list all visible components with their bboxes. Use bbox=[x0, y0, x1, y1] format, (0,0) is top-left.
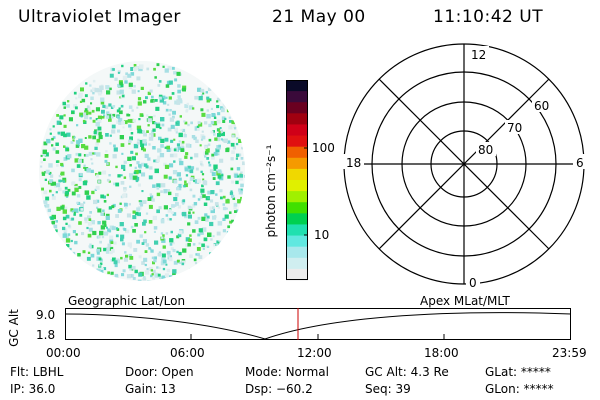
timeline-xtick-2359: 23:59 bbox=[552, 346, 587, 360]
colorbar-unit-label: photon cm⁻²s⁻¹ bbox=[264, 144, 278, 238]
lat-label-60: 60 bbox=[534, 99, 549, 113]
status-seq: Seq: 39 bbox=[365, 382, 411, 396]
time-label: 11:10:42 UT bbox=[433, 7, 544, 27]
status-dsp: Dsp: −60.2 bbox=[245, 382, 313, 396]
status-gain: Gain: 13 bbox=[125, 382, 176, 396]
timeline-right-label: Apex MLat/MLT bbox=[420, 294, 510, 308]
altitude-timeline-plot bbox=[64, 308, 572, 340]
timeline-xtick-0600: 06:00 bbox=[170, 346, 205, 360]
colorbar-tick-10: 10 bbox=[314, 228, 330, 242]
date-label: 21 May 00 bbox=[272, 7, 366, 27]
timeline-ytick-low: 1.8 bbox=[36, 328, 56, 342]
status-filter: Flt: LBHL bbox=[10, 365, 64, 379]
mlt-label-12: 12 bbox=[471, 48, 486, 62]
status-gc-alt: GC Alt: 4.3 Re bbox=[365, 365, 449, 379]
status-glat: GLat: ***** bbox=[485, 365, 551, 379]
timeline-xtick-1200: 12:00 bbox=[297, 346, 332, 360]
lat-label-70: 70 bbox=[507, 121, 522, 135]
status-door: Door: Open bbox=[125, 365, 194, 379]
status-glon: GLon: ***** bbox=[485, 382, 554, 396]
timeline-left-label: Geographic Lat/Lon bbox=[68, 294, 186, 308]
timeline-ytick-high: 9.0 bbox=[36, 308, 56, 322]
lat-label-80: 80 bbox=[478, 143, 493, 157]
polar-grid: 12 18 6 0 60 70 80 bbox=[342, 43, 587, 290]
status-mode: Mode: Normal bbox=[245, 365, 329, 379]
timeline-axis-title: GC Alt bbox=[7, 309, 21, 347]
colorbar bbox=[286, 80, 308, 281]
mlt-label-0: 0 bbox=[469, 276, 477, 290]
timeline-xtick-0000: 00:00 bbox=[46, 346, 81, 360]
timeline-xtick-1800: 18:00 bbox=[424, 346, 459, 360]
status-ip: IP: 36.0 bbox=[10, 382, 56, 396]
app-title: Ultraviolet Imager bbox=[18, 7, 181, 27]
colorbar-tick-100: 100 bbox=[312, 141, 335, 155]
mlt-label-6: 6 bbox=[576, 156, 584, 170]
uv-image-disk bbox=[39, 61, 245, 281]
mlt-label-18: 18 bbox=[346, 156, 361, 170]
